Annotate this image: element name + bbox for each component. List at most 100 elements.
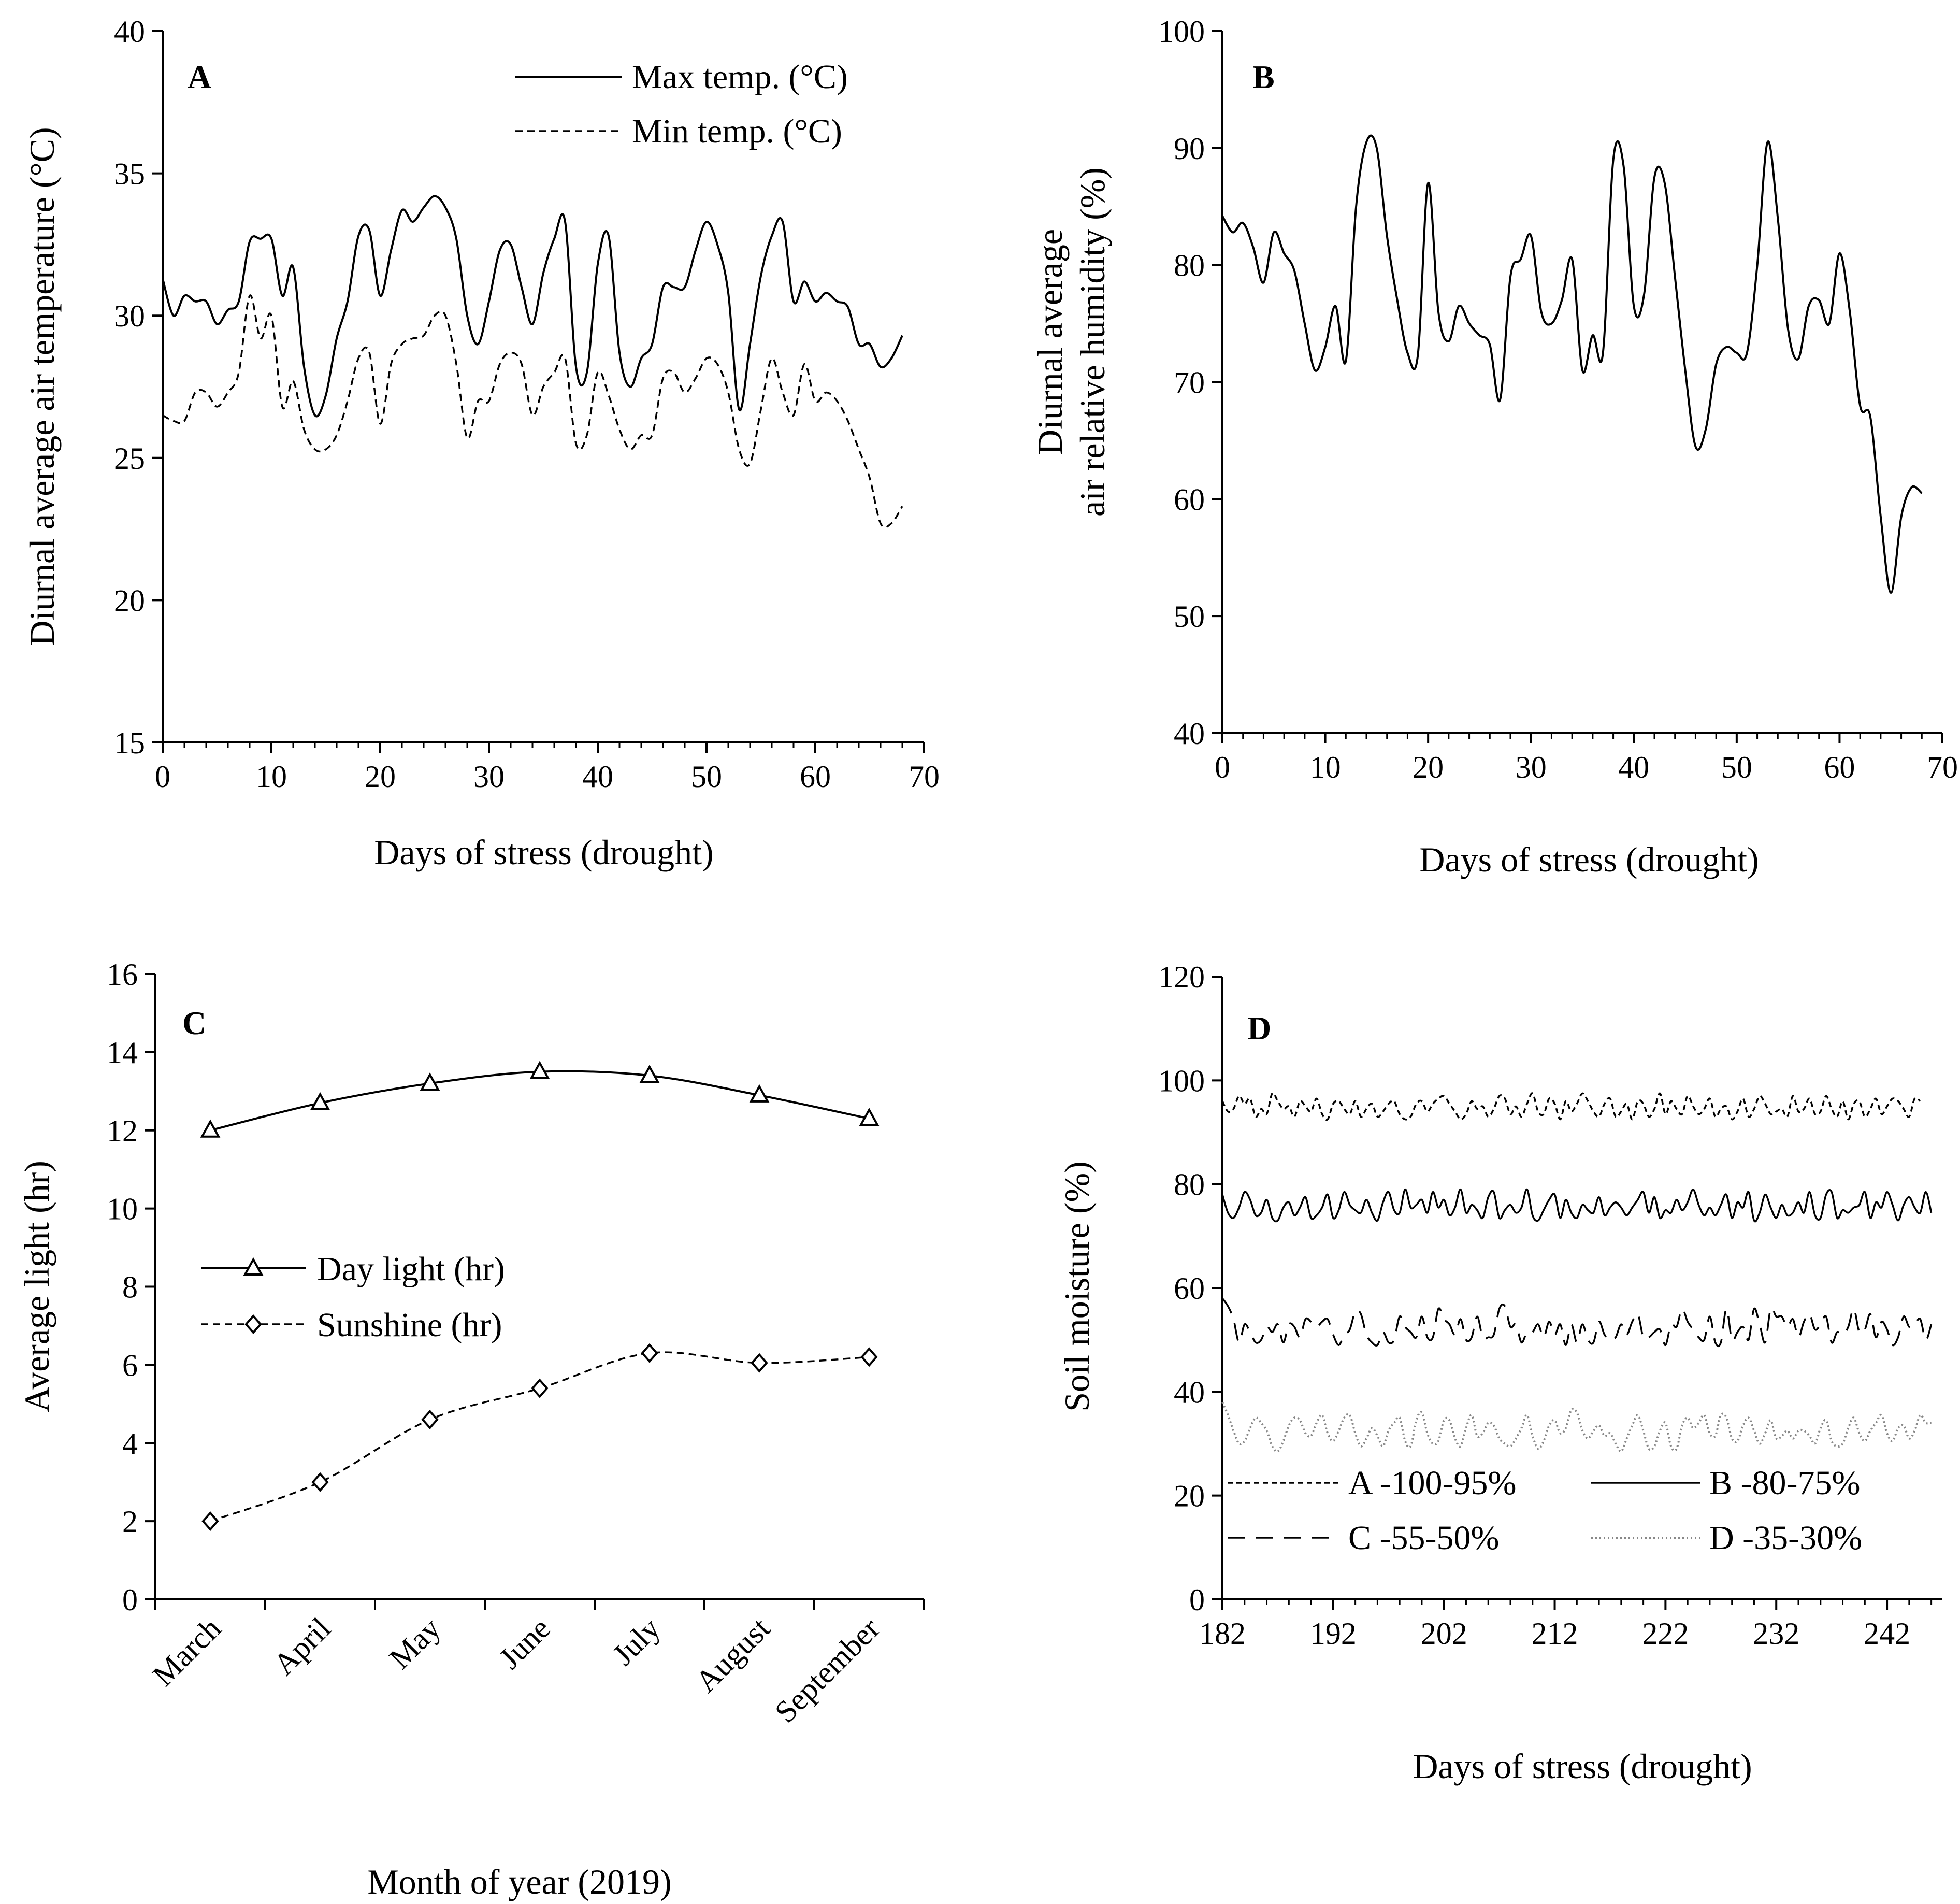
panel-d-x-tick-label: 202	[1421, 1616, 1467, 1651]
panel-b-y-tick-label: 60	[1174, 482, 1205, 517]
panel-d-letter: D	[1247, 1010, 1271, 1047]
panel-d-x-tick-label: 192	[1310, 1616, 1357, 1651]
panel-c-y-axis-title: Average light (hr)	[17, 1161, 56, 1412]
panel-c-y-tick-label: 6	[122, 1348, 138, 1382]
panel-c-daylight-line	[210, 1070, 870, 1132]
panel-d-y-tick-label: 20	[1174, 1479, 1205, 1513]
panel-c-y-tick-label: 16	[107, 957, 138, 992]
panel-a-y-tick-label: 20	[114, 583, 145, 618]
panel-a-temperature-chart: 15 20 25 30 35 40 0 10 20 30 40 50 60 70 A Max temp. (°…	[22, 15, 940, 872]
panel-b-x-axis-title: Days of stress (drought)	[1419, 840, 1759, 879]
panel-d-y-tick-label: 100	[1158, 1064, 1205, 1098]
panel-c-x-tick-label: June	[493, 1611, 557, 1676]
panel-c-legend-daylight-label: Day light (hr)	[317, 1250, 505, 1288]
panel-b-humidity-line	[1221, 134, 1923, 594]
panel-b-x-tick-label: 20	[1413, 750, 1444, 784]
panel-a-x-tick-label: 70	[909, 760, 940, 794]
panel-c-sunshine-point	[531, 1378, 549, 1398]
panel-c-y-tick-label: 0	[122, 1583, 138, 1617]
panel-a-series-min-temp-line	[162, 294, 903, 528]
panel-b-y-tick-label: 70	[1174, 366, 1205, 400]
panel-a-letter: A	[188, 59, 211, 95]
panel-a-x-tick-label: 60	[800, 760, 831, 794]
panel-c-x-tick-label: May	[383, 1611, 447, 1676]
panel-b-y-axis-title-line1: Diurnal average	[1030, 229, 1070, 455]
panel-b-x-tick-label: 50	[1721, 750, 1752, 784]
panel-a-y-tick-label: 15	[114, 726, 145, 760]
panel-d-soil-moisture-chart: 0 20 40 60 80 100 120 182 192 202 212 222 232 242 D A -…	[1057, 960, 1942, 1786]
panel-c-x-tick-label: April	[267, 1611, 337, 1682]
panel-c-daylight-point	[749, 1084, 770, 1103]
panel-b-y-tick-label: 40	[1174, 717, 1205, 751]
panel-d-series-b-80-75-line	[1221, 1188, 1933, 1223]
panel-d-y-axis-title: Soil moisture (%)	[1057, 1161, 1097, 1412]
panel-c-daylight-point	[310, 1092, 330, 1110]
panel-c-daylight-point	[420, 1072, 440, 1091]
panel-b-letter: B	[1252, 59, 1275, 95]
panel-a-x-axis-title: Days of stress (drought)	[374, 833, 713, 872]
panel-a-x-tick-label: 10	[256, 760, 287, 794]
panel-b-x-tick-label: 10	[1310, 750, 1341, 784]
panel-b-x-tick-label: 30	[1516, 750, 1547, 784]
panel-c-x-tick-label: September	[768, 1611, 886, 1729]
panel-a-x-tick-label: 0	[155, 760, 170, 794]
panel-b-x-tick-label: 60	[1824, 750, 1855, 784]
panel-d-x-tick-label: 212	[1532, 1616, 1578, 1651]
panel-b-y-tick-label: 50	[1174, 599, 1205, 634]
panel-c-sunshine-point	[751, 1353, 768, 1373]
panel-c-x-tick-label: March	[146, 1611, 227, 1693]
panel-d-legend-c-55-50-label: C -55-50%	[1348, 1519, 1499, 1557]
panel-c-sunshine-point	[311, 1472, 329, 1492]
panel-d-x-tick-label: 232	[1753, 1616, 1799, 1651]
panel-b-x-tick-label: 0	[1215, 750, 1230, 784]
panel-d-legend-b-80-75-label: B -80-75%	[1709, 1464, 1860, 1502]
panel-a-x-tick-label: 30	[473, 760, 505, 794]
panel-d-x-tick-label: 222	[1642, 1616, 1689, 1651]
panel-c-y-tick-label: 4	[122, 1426, 138, 1461]
panel-c-y-tick-label: 8	[122, 1270, 138, 1305]
panel-c-sunshine-point	[860, 1347, 878, 1367]
panel-c-light-chart: 0 2 4 6 8 10 12 14 16 March April May June July August…	[17, 957, 925, 1901]
panel-d-x-tick-label: 182	[1199, 1616, 1246, 1651]
panel-d-x-axis-title: Days of stress (drought)	[1413, 1746, 1752, 1786]
panel-d-legend-d-35-30-label: D -35-30%	[1709, 1519, 1862, 1557]
panel-b-y-tick-label: 100	[1158, 15, 1205, 49]
panel-a-legend-min-label: Min temp. (°C)	[632, 112, 842, 150]
panel-b-y-axis-title-line2: air relative humidity (%)	[1073, 167, 1112, 517]
panel-c-legend-sunshine-label: Sunshine (hr)	[317, 1306, 502, 1344]
panel-c-y-tick-label: 14	[107, 1036, 138, 1070]
panel-c-daylight-point	[859, 1107, 880, 1126]
panel-a-legend-max-label: Max temp. (°C)	[632, 58, 848, 96]
panel-c-y-tick-label: 10	[107, 1192, 138, 1226]
panel-a-x-tick-label: 50	[691, 760, 722, 794]
panel-c-y-tick-label: 12	[107, 1114, 138, 1148]
panel-c-sunshine-point	[641, 1343, 658, 1363]
panel-b-y-tick-label: 80	[1174, 249, 1205, 283]
panel-c-letter: C	[182, 1005, 206, 1041]
panel-c-x-axis-title: Month of year (2019)	[367, 1862, 671, 1901]
panel-d-x-tick-label: 242	[1864, 1616, 1910, 1651]
panel-d-y-tick-label: 120	[1158, 960, 1205, 994]
panel-c-x-tick-label: August	[689, 1611, 776, 1698]
panel-d-y-tick-label: 80	[1174, 1168, 1205, 1202]
panel-a-y-axis-title: Diurnal average air temperature (°C)	[22, 127, 62, 646]
panel-d-legend-a-100-95-label: A -100-95%	[1348, 1464, 1516, 1502]
panel-a-y-tick-label: 40	[114, 15, 145, 49]
panel-b-x-tick-label: 40	[1618, 750, 1649, 784]
panel-d-series-a-100-95-line	[1221, 1092, 1921, 1121]
panel-c-legend-daylight-marker	[243, 1257, 264, 1276]
panel-c-daylight-point	[639, 1064, 660, 1083]
panel-a-y-tick-label: 25	[114, 441, 145, 476]
panel-d-y-tick-label: 60	[1174, 1271, 1205, 1306]
panel-c-legend-sunshine-marker	[244, 1314, 262, 1335]
panel-d-y-tick-label: 40	[1174, 1375, 1205, 1409]
panel-a-x-tick-label: 20	[365, 760, 396, 794]
panel-b-humidity-chart: 40 50 60 70 80 90 100 0 10 20 30 40 50 60 70 B Days of s…	[1030, 15, 1958, 879]
panel-d-y-tick-label: 0	[1189, 1583, 1205, 1617]
panel-a-series-max-temp-line	[162, 195, 903, 418]
panel-c-sunshine-line	[210, 1351, 870, 1522]
panel-a-y-tick-label: 35	[114, 157, 145, 191]
panel-a-x-tick-label: 40	[582, 760, 613, 794]
panel-c-sunshine-point	[421, 1409, 439, 1430]
